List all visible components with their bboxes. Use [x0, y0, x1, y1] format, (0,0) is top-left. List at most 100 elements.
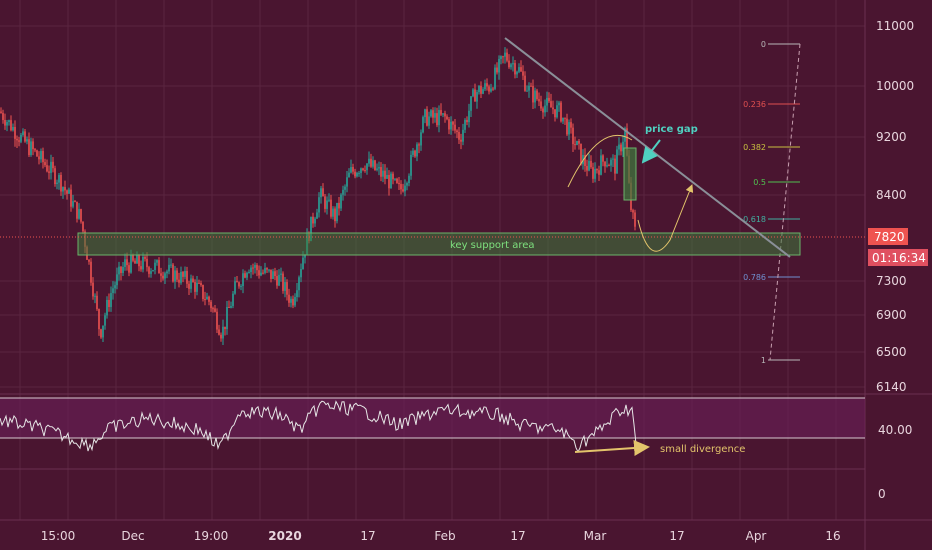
- candle-body: [386, 174, 388, 179]
- candle-body: [56, 182, 58, 185]
- candle-body: [92, 282, 94, 297]
- fib-level-label: 1: [761, 356, 766, 365]
- candle-body: [280, 273, 282, 275]
- fib-level-label: 0.618: [743, 215, 766, 224]
- projected-path-arrow: [637, 184, 694, 252]
- fib-diagonal: [769, 43, 801, 361]
- candle-body: [578, 140, 580, 144]
- candle-body: [218, 329, 220, 335]
- candle-body: [16, 138, 18, 141]
- fib-retracement[interactable]: 0 0.236 0.382 0.5 0.618 0.786 1: [743, 40, 801, 365]
- candle-body: [482, 89, 484, 94]
- candle-body: [340, 194, 342, 209]
- rsi-tick-label: 0: [878, 487, 886, 501]
- candle-body: [406, 183, 408, 186]
- candle-body: [634, 212, 636, 227]
- candle-body: [324, 196, 326, 209]
- candle-body: [598, 170, 600, 175]
- candle-body: [232, 293, 234, 306]
- candle-body: [366, 163, 368, 171]
- candle-body: [334, 208, 336, 222]
- candle-body: [12, 126, 14, 131]
- candle-body: [562, 117, 564, 122]
- candle-body: [504, 52, 506, 57]
- current-price-badge: [868, 228, 908, 245]
- candle-body: [490, 88, 492, 92]
- candle-body: [550, 101, 552, 108]
- rsi-line: [0, 400, 637, 453]
- candle-body: [78, 209, 80, 219]
- candle-body: [474, 89, 476, 102]
- candle-body: [60, 174, 62, 192]
- candle-body: [204, 298, 206, 300]
- divergence-arrow: [574, 439, 650, 456]
- candle-body: [576, 140, 578, 145]
- x-tick-label: Apr: [746, 529, 767, 543]
- x-tick-label: 17: [510, 529, 525, 543]
- candle-body: [350, 167, 352, 173]
- candle-body: [608, 165, 610, 167]
- candle-body: [492, 88, 494, 90]
- candle-body: [446, 116, 448, 120]
- candle-body: [302, 257, 304, 270]
- x-tick-label: 2020: [268, 529, 301, 543]
- candle-body: [462, 129, 464, 142]
- candle-body: [70, 189, 72, 207]
- candle-body: [452, 121, 454, 125]
- candle-body: [372, 160, 374, 167]
- x-tick-label: Mar: [584, 529, 607, 543]
- candle-body: [284, 282, 286, 291]
- fib-level-label: 0.382: [743, 143, 766, 152]
- candle-body: [400, 184, 402, 190]
- candle-body: [568, 122, 570, 135]
- candle-body: [136, 255, 138, 264]
- candle-body: [126, 259, 128, 266]
- candle-body: [522, 71, 524, 76]
- candle-body: [258, 270, 260, 276]
- candle-body: [58, 174, 60, 183]
- candle-body: [544, 105, 546, 113]
- candle-body: [346, 177, 348, 187]
- candle-body: [418, 144, 420, 146]
- candle-body: [502, 56, 504, 58]
- candle-body: [146, 258, 148, 268]
- candle-body: [364, 170, 366, 172]
- candle-body: [330, 199, 332, 217]
- candle-body: [6, 122, 8, 126]
- candle-body: [192, 278, 194, 283]
- candle-body: [22, 131, 24, 135]
- fib-level-label: 0: [761, 40, 766, 49]
- x-tick-label: Feb: [434, 529, 455, 543]
- candle-body: [500, 56, 502, 59]
- candle-body: [228, 306, 230, 308]
- candle-body: [512, 63, 514, 65]
- candle-body: [540, 101, 542, 109]
- candle-series: [0, 47, 636, 346]
- candle-body: [268, 269, 270, 271]
- candle-body: [494, 67, 496, 89]
- candle-body: [74, 201, 76, 203]
- candle-body: [230, 305, 232, 308]
- support-area-label: key support area: [450, 240, 535, 251]
- candle-body: [440, 110, 442, 115]
- candle-body: [246, 272, 248, 278]
- candle-body: [236, 281, 238, 283]
- candle-body: [226, 306, 228, 330]
- candle-body: [530, 85, 532, 87]
- candle-body: [616, 149, 618, 174]
- candle-body: [90, 261, 92, 283]
- candle-body: [262, 272, 264, 274]
- candle-body: [114, 285, 116, 289]
- annotations-layer[interactable]: key support area price gap: [0, 37, 865, 258]
- candle-body: [322, 188, 324, 197]
- candle-body: [438, 110, 440, 126]
- candle-body: [318, 197, 320, 213]
- candle-body: [388, 174, 390, 189]
- candle-body: [632, 210, 634, 213]
- candle-body: [164, 273, 166, 279]
- candle-body: [332, 208, 334, 217]
- candle-body: [188, 283, 190, 289]
- candle-body: [602, 155, 604, 162]
